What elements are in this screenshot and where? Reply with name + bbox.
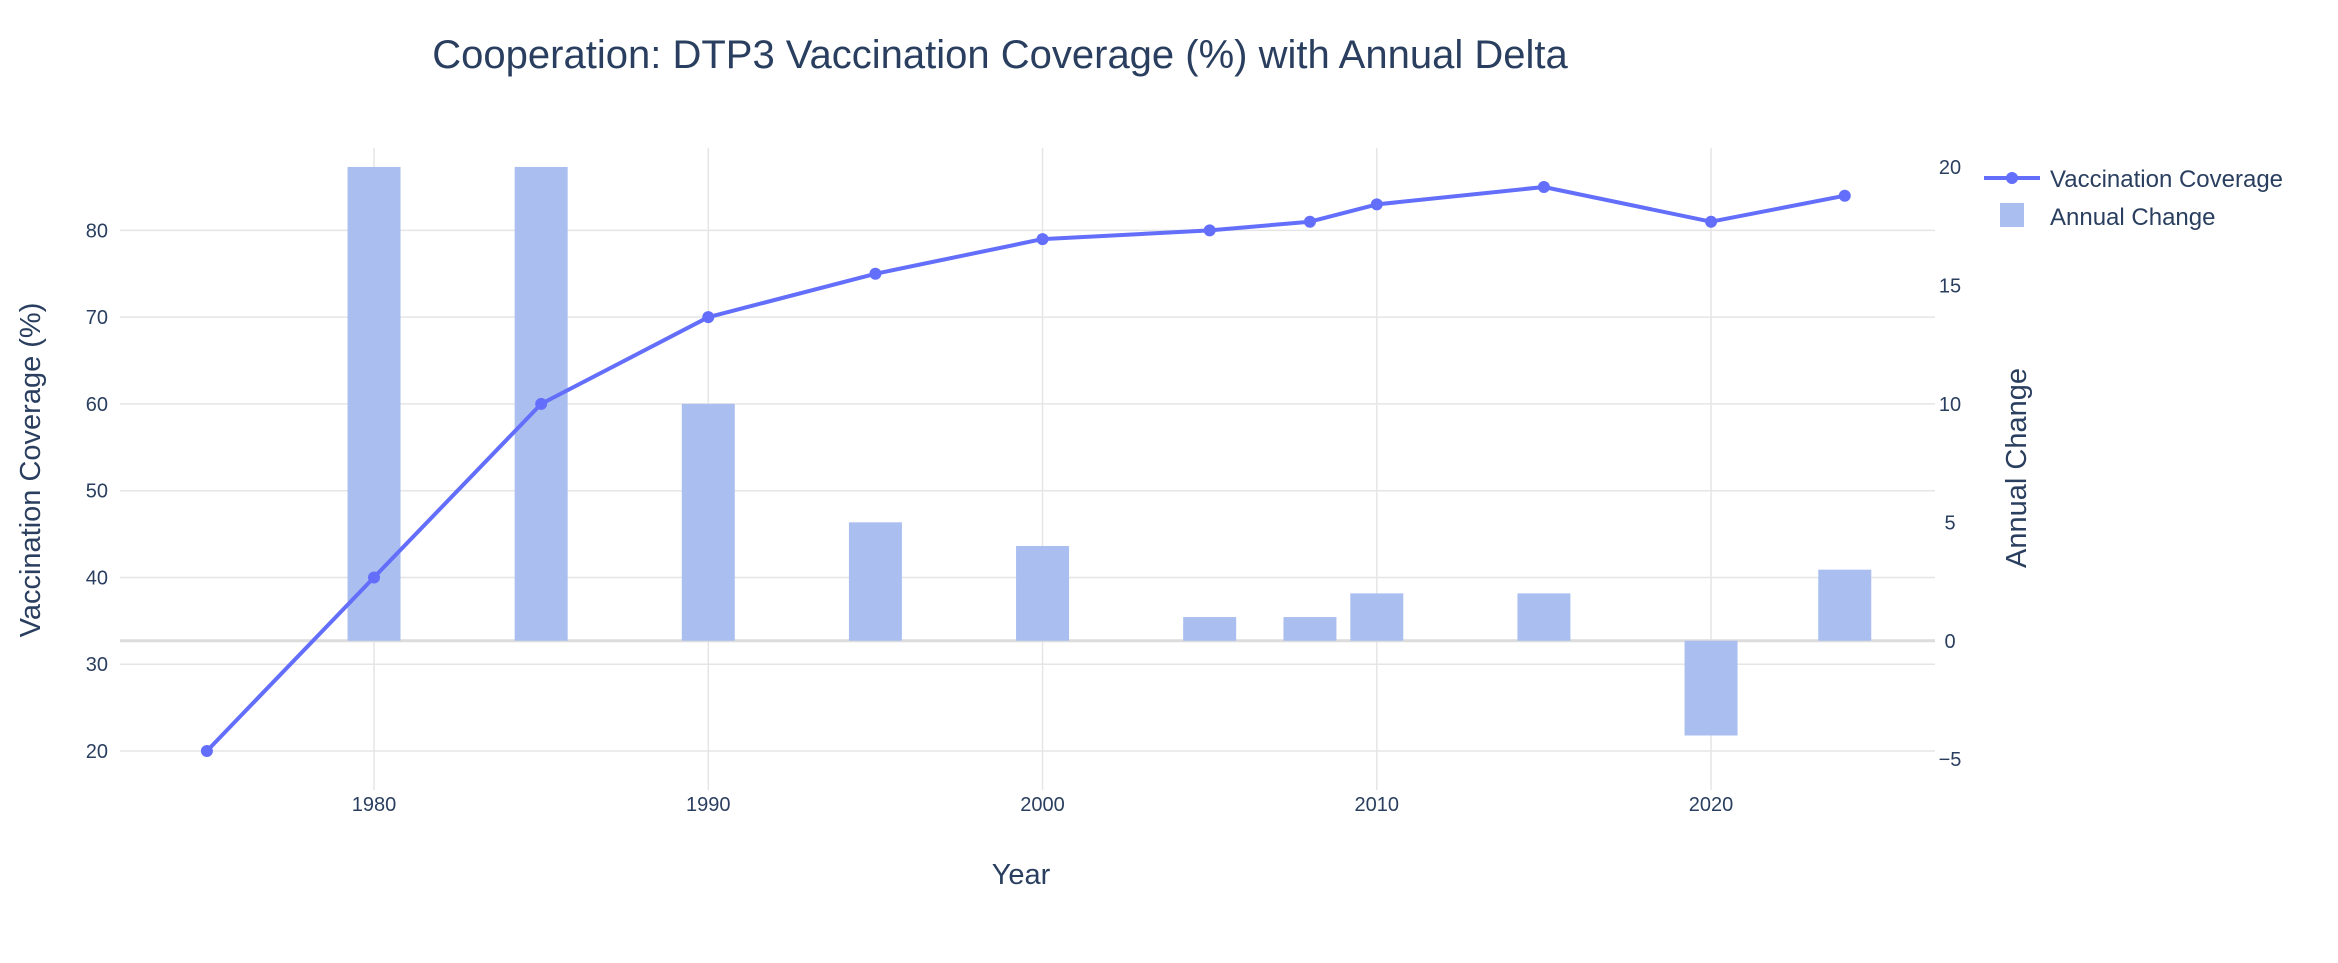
coverage-point[interactable] xyxy=(1537,181,1550,194)
x-tick-label: 1990 xyxy=(686,794,731,816)
annual-change-bar[interactable] xyxy=(848,522,902,641)
y-tick-label: 40 xyxy=(86,567,108,589)
annual-change-bar[interactable] xyxy=(1350,593,1404,641)
annual-change-bar[interactable] xyxy=(1283,617,1337,641)
y-tick-label: 30 xyxy=(86,654,108,676)
annual-change-bar[interactable] xyxy=(347,166,401,641)
y2-tick-label: 10 xyxy=(1939,394,1961,416)
legend-item-coverage[interactable]: Vaccination Coverage xyxy=(1984,166,2283,193)
coverage-point[interactable] xyxy=(1036,233,1049,246)
legend-bar-swatch xyxy=(2000,203,2024,227)
legend: Vaccination Coverage Annual Change xyxy=(1984,166,2283,231)
y2-tick-label: 5 xyxy=(1944,512,1955,534)
coverage-point[interactable] xyxy=(1370,198,1383,211)
x-tick-label: 2020 xyxy=(1689,794,1734,816)
y2-tick-label: 15 xyxy=(1939,275,1961,297)
annual-change-bar[interactable] xyxy=(1517,593,1571,641)
legend-label-annual-change: Annual Change xyxy=(2050,204,2215,231)
chart-title: Cooperation: DTP3 Vaccination Coverage (… xyxy=(432,33,1568,77)
coverage-point[interactable] xyxy=(368,571,381,584)
y-axis-title: Vaccination Coverage (%) xyxy=(15,303,47,638)
x-tick-label: 1980 xyxy=(352,794,397,816)
y-tick-label: 80 xyxy=(86,220,108,242)
y-tick-label: 20 xyxy=(86,741,108,763)
y-tick-label: 50 xyxy=(86,481,108,503)
coverage-point[interactable] xyxy=(1303,215,1316,228)
y2-axis-title: Annual Change xyxy=(2001,368,2033,568)
annual-change-bar[interactable] xyxy=(1183,617,1237,641)
legend-label-coverage: Vaccination Coverage xyxy=(2050,166,2283,193)
coverage-point[interactable] xyxy=(200,744,213,757)
coverage-point[interactable] xyxy=(869,267,882,280)
annual-change-bar[interactable] xyxy=(1016,545,1070,641)
x-tick-label: 2000 xyxy=(1020,794,1065,816)
coverage-point[interactable] xyxy=(702,311,715,324)
line-layer xyxy=(200,181,1851,757)
legend-item-annual-change[interactable]: Annual Change xyxy=(2000,203,2215,231)
y2-tick-label: 0 xyxy=(1944,631,1955,653)
coverage-point[interactable] xyxy=(1838,189,1851,202)
coverage-point[interactable] xyxy=(1203,224,1216,237)
coverage-point[interactable] xyxy=(535,397,548,410)
annual-change-bar[interactable] xyxy=(1684,640,1738,736)
y-tick-label: 70 xyxy=(86,307,108,329)
coverage-line[interactable] xyxy=(205,185,1846,753)
x-tick-label: 2010 xyxy=(1355,794,1400,816)
y2-tick-label: 20 xyxy=(1939,157,1961,179)
legend-marker-swatch xyxy=(2006,172,2018,184)
bar-layer xyxy=(347,166,1872,736)
x-axis-title: Year xyxy=(992,859,1051,891)
annual-change-bar[interactable] xyxy=(681,403,735,641)
axis-layer: 1980 1990 2000 2010 202020304050607080−50510… xyxy=(86,157,1962,816)
y2-tick-label: −5 xyxy=(1939,749,1962,771)
annual-change-bar[interactable] xyxy=(1818,569,1872,641)
y-tick-label: 60 xyxy=(86,394,108,416)
coverage-point[interactable] xyxy=(1705,215,1718,228)
